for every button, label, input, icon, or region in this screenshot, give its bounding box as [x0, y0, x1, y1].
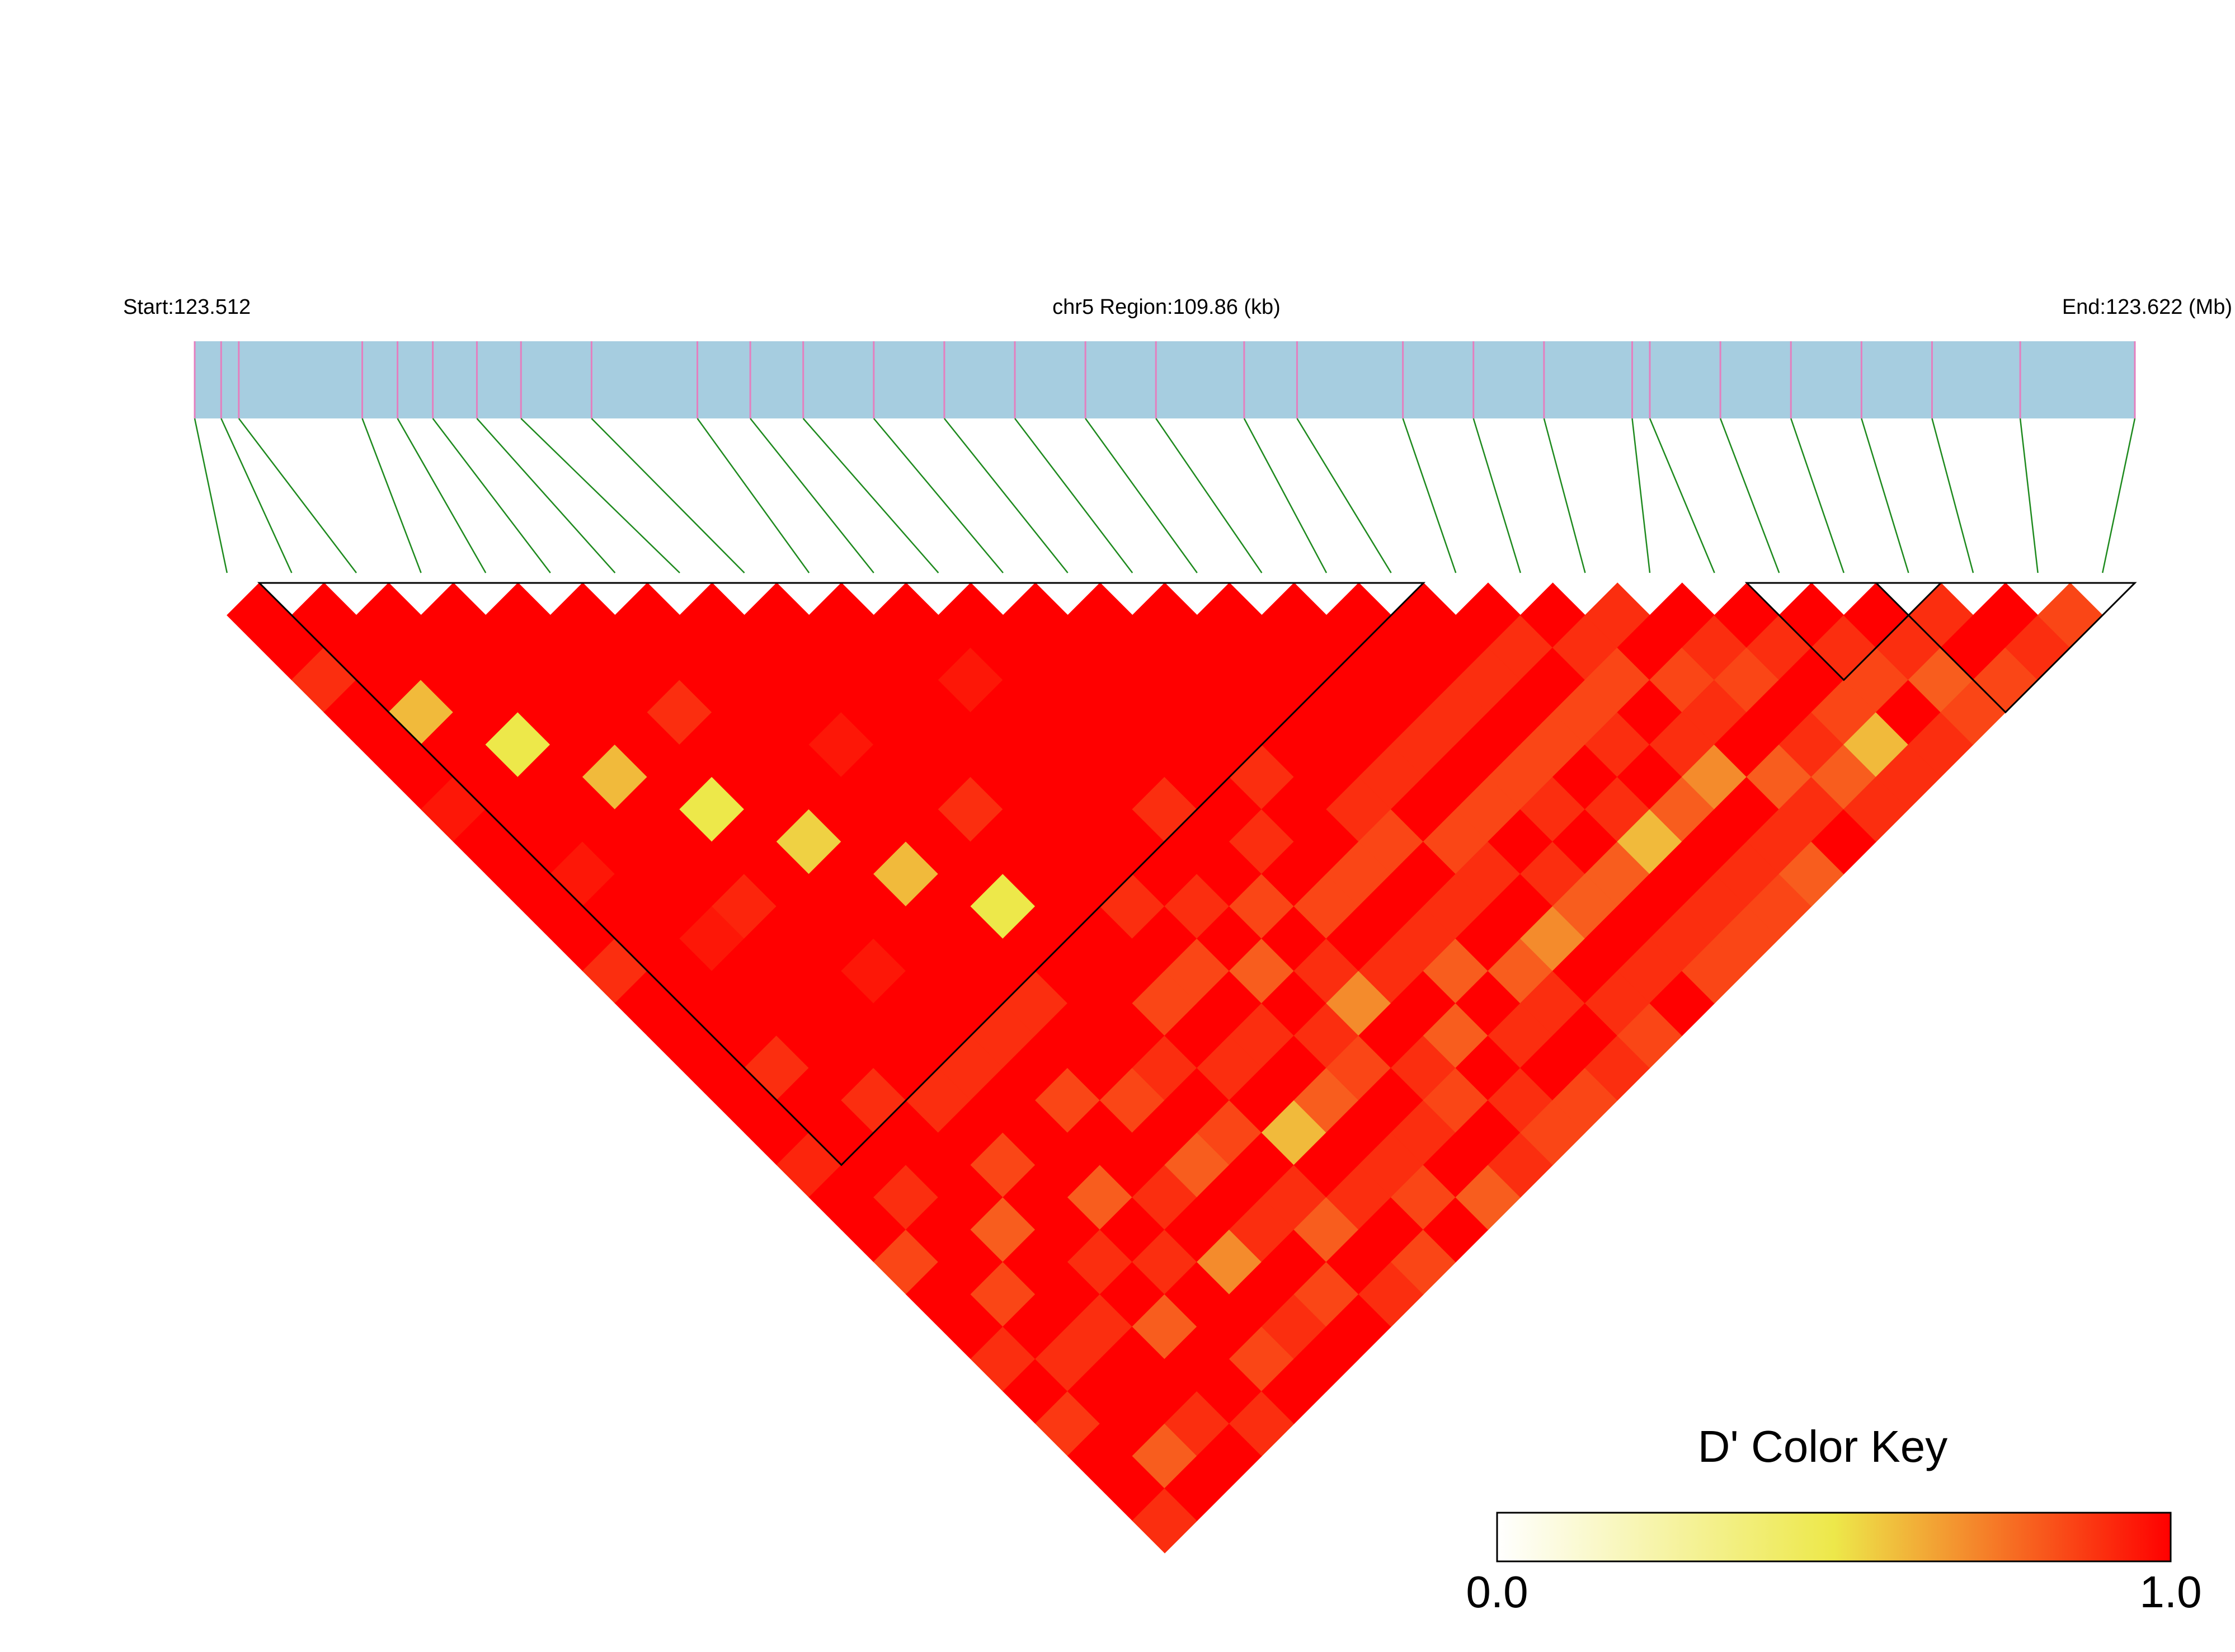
snp-connector — [476, 418, 616, 573]
snp-connector — [1861, 418, 1909, 573]
snp-connector — [1790, 418, 1845, 573]
snp-connector — [361, 418, 422, 573]
snp-connector — [194, 418, 228, 573]
snp-connector — [1931, 418, 1974, 573]
key-tick-label: 1.0 — [2139, 1567, 2201, 1617]
region-label: chr5 Region:109.86 (kb) — [1052, 295, 1281, 319]
snp-connector — [1472, 418, 1521, 573]
snp-connector — [432, 418, 551, 573]
track — [195, 341, 2135, 418]
key-title: D' Color Key — [1698, 1422, 1948, 1471]
ld-block — [1744, 582, 1943, 681]
snp-connector — [943, 418, 1069, 573]
snp-connector — [1402, 418, 1457, 573]
ld-block — [257, 582, 1426, 1166]
snp-connector — [750, 418, 874, 573]
snp-connector — [1719, 418, 1780, 573]
key-tick-label: 0.0 — [1466, 1567, 1528, 1617]
snp-connector — [1014, 418, 1133, 573]
end-label: End:123.622 (Mb) — [2062, 295, 2232, 319]
snp-connector — [2019, 418, 2039, 573]
snp-connector — [1155, 418, 1263, 573]
ld-block — [1874, 582, 2137, 714]
snp-connector — [520, 418, 680, 573]
snp-connector — [2101, 418, 2136, 573]
color-key — [1496, 1512, 2172, 1562]
snp-connector — [802, 418, 939, 573]
snp-connector — [1243, 418, 1328, 573]
snp-connector — [697, 418, 810, 573]
snp-connector — [1649, 418, 1715, 573]
snp-connector — [1631, 418, 1651, 573]
snp-connector — [1085, 418, 1198, 573]
snp-connector — [238, 418, 357, 573]
snp-connector — [873, 418, 1004, 573]
snp-connector — [1296, 418, 1392, 573]
snp-connector — [1543, 418, 1586, 573]
snp-connector — [397, 418, 487, 573]
snp-connector — [220, 418, 293, 573]
snp-connector — [591, 418, 745, 573]
start-label: Start:123.512 — [123, 295, 251, 319]
